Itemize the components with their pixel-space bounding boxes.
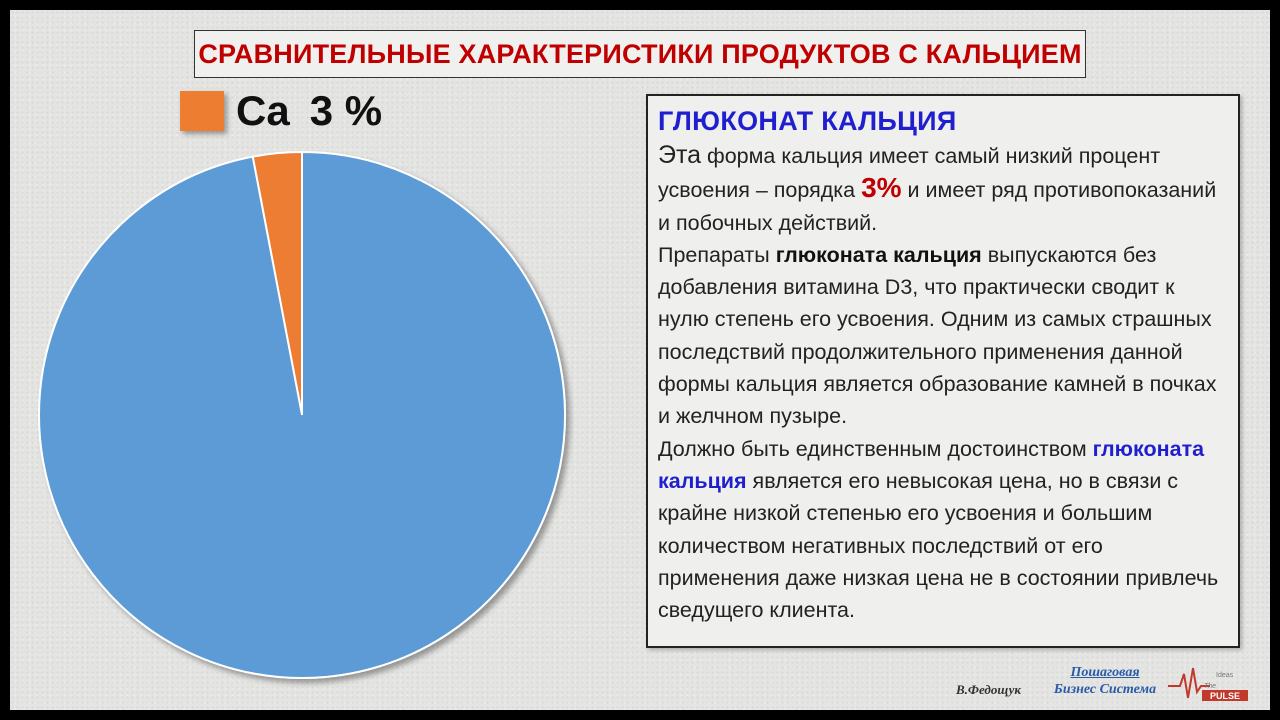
chart-legend: Ca 3 %	[180, 87, 383, 134]
panel-text-part: и имеет ряд противопоказаний и побочных …	[658, 178, 1217, 235]
panel-text-part: Должно быть единственным достоинством	[658, 436, 1093, 461]
pulse-logo: Ideas The PULSE	[1168, 667, 1248, 701]
panel-heading: ГЛЮКОНАТ КАЛЬЦИЯ	[658, 106, 957, 136]
panel-lead-word: Эта	[658, 141, 702, 169]
panel-text-part: является его невысокая цена, но в связи …	[658, 468, 1219, 623]
panel-text-part: выпускаются без добавления витамина D3, …	[658, 242, 1217, 429]
panel-percent-highlight: 3%	[861, 172, 902, 204]
logo-tag: Ideas	[1216, 672, 1234, 679]
logo-text: PULSE	[1210, 691, 1240, 701]
page-title: СРАВНИТЕЛЬНЫЕ ХАРАКТЕРИСТИКИ ПРОДУКТОВ С…	[198, 38, 1082, 69]
slide: СРАВНИТЕЛЬНЫЕ ХАРАКТЕРИСТИКИ ПРОДУКТОВ С…	[10, 10, 1270, 710]
panel-text-part: форма кальция имеет самый низкий процент…	[658, 144, 1161, 203]
panel-bold-term: глюконата кальция	[775, 242, 982, 267]
panel-blue-term: глюконата кальция	[658, 436, 1205, 493]
panel-text-part: Препараты	[658, 242, 776, 267]
title-box: СРАВНИТЕЛЬНЫЕ ХАРАКТЕРИСТИКИ ПРОДУКТОВ С…	[194, 30, 1086, 78]
author-signature: В.Федощук	[956, 682, 1021, 697]
brand-line-2: Бизнес Система	[1053, 682, 1157, 697]
legend-value: 3 %	[309, 87, 383, 134]
description-panel: ГЛЮКОНАТ КАЛЬЦИЯ Эта форма кальция имеет…	[646, 94, 1240, 648]
legend-label: Ca	[236, 87, 290, 134]
pie-slice-other	[37, 150, 566, 679]
pie-chart	[37, 150, 566, 679]
brand-name: Пошаговая Бизнес Система	[1046, 664, 1164, 698]
brand-line-1: Пошаговая	[1070, 665, 1140, 680]
logo-small: The	[1204, 683, 1216, 690]
panel-text: Эта форма кальция имеет самый низкий про…	[658, 139, 1226, 626]
legend-swatch-ca	[180, 91, 224, 131]
